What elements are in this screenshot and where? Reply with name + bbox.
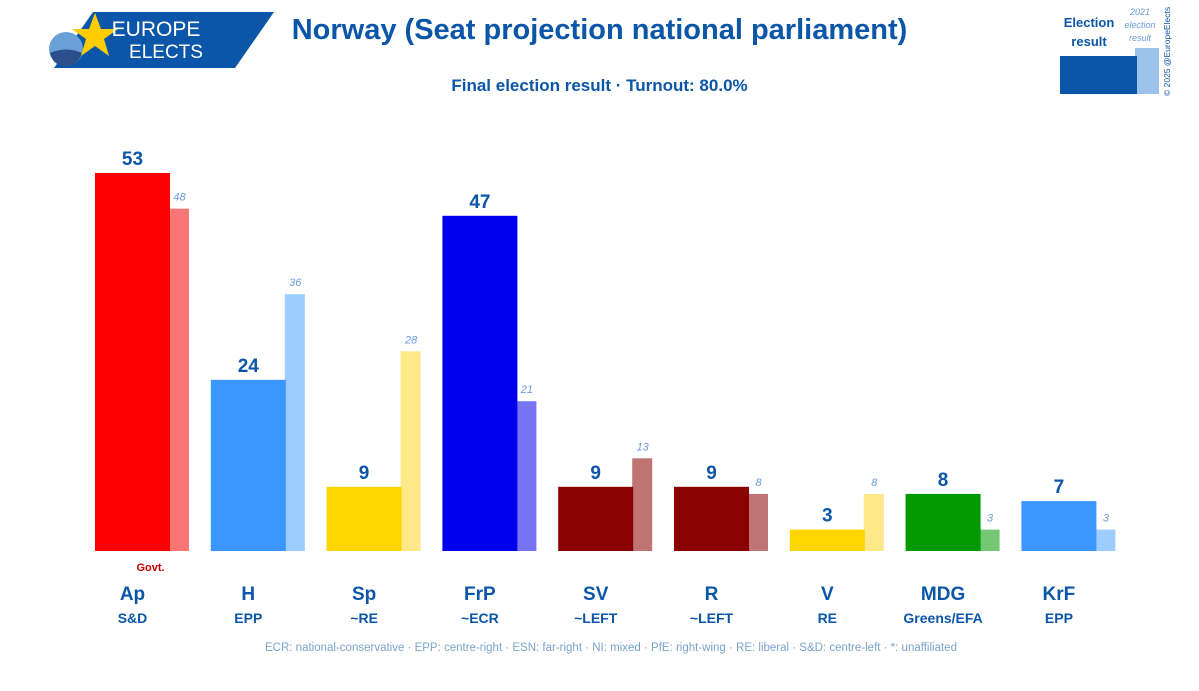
group-label-h: EPP [234,610,262,626]
logo-globe-shade [50,49,82,66]
bar-2021-sp [400,351,421,551]
bar-2021-krf [1095,529,1116,551]
logo-banner [54,12,274,68]
legend-previous-label-2: election [1124,20,1155,30]
chart-subtitle: Final election result · Turnout: 80.0% [451,76,748,95]
bar-2021-r [748,493,768,551]
group-label-mdg: Greens/EFA [903,610,982,626]
value-label-2021-ap: 48 [173,192,186,204]
legend: Election result 2021 election result © 2… [1060,7,1172,96]
group-label-v: RE [818,610,837,626]
party-label-frp: FrP [464,584,496,605]
group-label-frp: ~ECR [461,610,499,626]
value-label-2021-frp: 21 [520,384,533,396]
value-label-krf: 7 [1054,477,1065,498]
bar-2021-sv [632,458,653,551]
legend-previous-swatch [1135,48,1159,94]
legend-current-swatch [1060,56,1137,94]
bar-2021-frp [516,401,537,551]
party-label-sp: Sp [352,584,376,605]
value-label-2021-sp: 28 [404,334,418,346]
legend-previous-label-1: 2021 [1129,7,1150,17]
group-label-sp: ~RE [350,610,378,626]
party-label-h: H [241,584,255,605]
star-icon [72,13,118,56]
legend-current-label-1: Election [1064,15,1115,30]
bar-2021-ap [169,208,189,551]
bar-result-ap [95,173,170,551]
group-label-sv: ~LEFT [574,610,618,626]
bar-result-v [789,529,865,551]
value-label-2021-r: 8 [755,477,762,489]
bar-result-frp [442,215,518,551]
bar-2021-h [284,294,305,551]
party-label-ap: Ap [120,584,145,605]
group-label-ap: S&D [118,610,148,626]
value-label-mdg: 8 [938,470,949,491]
value-label-2021-h: 36 [289,277,302,289]
govt-annotation: Govt. [136,562,164,574]
bar-result-krf [1021,501,1097,551]
party-label-krf: KrF [1043,584,1076,605]
party-label-sv: SV [583,584,609,605]
value-label-frp: 47 [469,192,490,213]
bar-result-sv [558,486,634,551]
value-label-2021-krf: 3 [1103,513,1110,525]
value-label-h: 24 [238,356,260,377]
value-label-sp: 9 [359,463,370,484]
bar-result-h [210,379,286,551]
party-label-mdg: MDG [921,584,965,605]
europe-elects-logo: EUROPE ELECTS [49,12,274,68]
value-label-2021-v: 8 [871,477,878,489]
value-label-ap: 53 [122,149,143,170]
chart-title: Norway (Seat projection national parliam… [291,14,908,46]
value-label-2021-mdg: 3 [987,513,994,525]
value-label-v: 3 [822,506,833,527]
logo-text-elects: ELECTS [129,42,203,63]
value-label-2021-sv: 13 [637,441,650,453]
copyright: © 2025 @EuropeElects [1162,7,1172,96]
group-label-krf: EPP [1045,610,1073,626]
logo-text-europe: EUROPE [112,18,201,41]
footnote: ECR: national-conservative · EPP: centre… [265,642,957,654]
bar-2021-mdg [979,529,1000,551]
value-label-sv: 9 [590,463,601,484]
party-label-r: R [705,584,719,605]
value-label-r: 9 [706,463,717,484]
bar-result-mdg [905,493,981,551]
party-label-v: V [821,584,834,605]
legend-previous-label-3: result [1129,33,1152,43]
group-label-r: ~LEFT [690,610,734,626]
bar-result-r [674,486,749,551]
bar-2021-v [863,493,884,551]
bar-result-sp [326,486,402,551]
legend-current-label-2: result [1071,34,1107,49]
